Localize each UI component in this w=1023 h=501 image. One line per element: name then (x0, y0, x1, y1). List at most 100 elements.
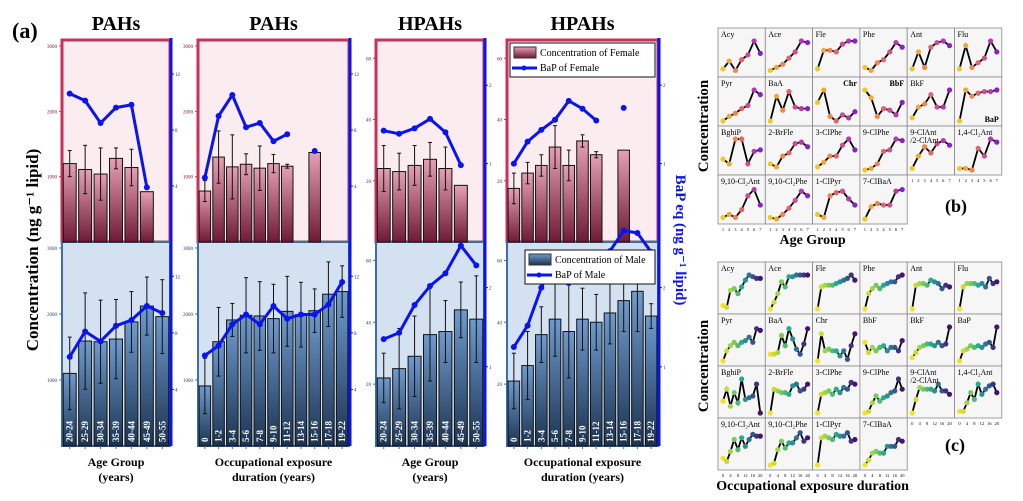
series-point (887, 49, 893, 55)
small-multiple-Acy: Acy (717, 261, 766, 315)
small-multiple-Chr: Chr (812, 313, 861, 367)
series-point (884, 393, 890, 399)
bap-tick-label: 4 (354, 388, 357, 393)
series-point (987, 38, 994, 44)
x-tick-label: 16 (987, 421, 992, 426)
series-point (852, 277, 858, 283)
series-point (899, 137, 905, 144)
x-tick-label: 8 (831, 473, 834, 478)
conc-tick-label: 1000 (183, 379, 194, 384)
x-tick-label: 4 (777, 473, 780, 478)
small-multiple-2-BrFle: 2-BrFle (764, 125, 813, 176)
series-point (792, 197, 798, 203)
category-label: 5-6 (550, 430, 560, 442)
x-tick-label: 16 (751, 473, 756, 478)
series-point (862, 64, 868, 70)
series-point (892, 388, 898, 394)
series-point (792, 49, 798, 55)
category-label: 25-29 (80, 421, 90, 442)
x-tick-label: 6 (989, 178, 992, 183)
series-point (720, 156, 726, 162)
conc-tick-label: 2000 (47, 110, 58, 115)
x-tick-label: 12 (980, 421, 985, 426)
series-point (844, 275, 851, 281)
series-point (868, 95, 874, 101)
series-point (727, 403, 734, 409)
category-label: 15-16 (619, 421, 629, 442)
bap-tick-label: 4 (175, 388, 178, 393)
series-point (724, 348, 730, 354)
male-bar (226, 319, 239, 447)
series-point (745, 102, 751, 109)
series-point (899, 272, 905, 278)
category-label: 19-22 (646, 421, 656, 442)
series-point (928, 44, 934, 50)
series-point (994, 139, 1000, 145)
series-point (793, 381, 800, 387)
series-point (827, 153, 833, 159)
series-point (920, 386, 926, 392)
small-multiple-9-10-Cl2Ant: 9,10-Cl₂Ant (717, 174, 766, 225)
series-point (798, 106, 804, 112)
x-tick-label: 20 (758, 473, 763, 478)
series-point (848, 343, 854, 349)
series-name: 9,10-Cl₂Ant (721, 177, 761, 186)
x-tick-label: 5 (936, 178, 939, 183)
small-multiple-BghiP: BghiP (717, 365, 766, 419)
small-multiple-1-ClPyr: 1-ClPyr (812, 174, 861, 225)
small-multiple-3-ClPhe: 3-ClPhe (812, 365, 861, 419)
series-point (792, 141, 798, 147)
series-point (899, 186, 905, 193)
category-label: 40-44 (126, 421, 136, 442)
small-multiple-2-BrFle: 2-BrFle (764, 365, 813, 419)
bap-tick-label: 2 (663, 287, 666, 292)
series-point (822, 282, 828, 288)
series-name: Chr (816, 316, 828, 325)
series-point (893, 188, 899, 194)
x-tick-label: 1 (769, 227, 771, 232)
series-point (994, 390, 1000, 396)
category-label: 50-55 (157, 421, 167, 442)
series-name: Acy (721, 264, 734, 273)
x-tick-label: 0 (958, 421, 961, 426)
series-point (852, 436, 858, 443)
series-point (866, 291, 872, 297)
female-bar (576, 140, 589, 243)
small-multiple-3-ClPhe: 3-ClPhe (812, 125, 861, 176)
x-tick-label: 4 (788, 227, 791, 232)
x-tick-label: 6 (800, 227, 803, 232)
series-point (821, 214, 827, 221)
series-point (757, 147, 763, 153)
series-point (893, 112, 899, 118)
series-point (968, 280, 974, 287)
x-axis-label: (years) (98, 470, 133, 484)
series-point (778, 279, 785, 285)
bap-tick-label: 8 (175, 332, 178, 337)
series-point (884, 443, 890, 449)
cell-frame (764, 76, 813, 127)
category-label: 45-49 (456, 421, 466, 442)
series-point (924, 386, 930, 392)
series-point (775, 291, 781, 297)
female-bar (267, 163, 280, 243)
series-point (899, 338, 905, 344)
series-point (946, 87, 953, 93)
category-label: 50-55 (471, 421, 481, 442)
series-point (868, 204, 874, 210)
series-point (862, 167, 868, 173)
series-point (917, 280, 923, 287)
series-point (797, 272, 803, 278)
series-point (757, 433, 763, 439)
series-point (874, 161, 880, 167)
small-multiple-9-10-Cl2Phe: 9,10-Cl₂Phe (764, 417, 813, 471)
series-point (946, 142, 953, 148)
series-point (833, 386, 839, 392)
series-point (815, 99, 821, 105)
series-point (915, 153, 922, 159)
female-bap-line (203, 93, 288, 178)
x-tick-label: 8 (784, 473, 787, 478)
series-point (735, 291, 741, 297)
x-tick-label: 7 (901, 227, 904, 232)
series-point (815, 462, 821, 468)
x-tick-label: 6 (942, 178, 945, 183)
